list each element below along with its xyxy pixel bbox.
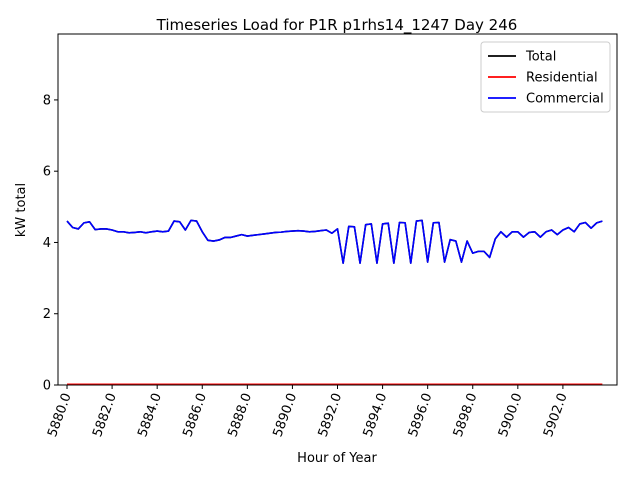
legend-label-residential: Residential — [526, 71, 598, 86]
y-tick-label: 4 — [43, 236, 51, 251]
y-tick-label: 6 — [43, 165, 51, 180]
series-line-commercial — [66, 219, 603, 264]
chart-title: Timeseries Load for P1R p1rhs14_1247 Day… — [156, 16, 518, 35]
x-axis-title: Hour of Year — [297, 451, 377, 466]
y-axis: 0 2 4 6 8 — [43, 93, 58, 394]
plot-area — [57, 33, 618, 386]
y-tick-label: 2 — [43, 307, 51, 322]
y-tick-label: 8 — [43, 93, 51, 108]
legend-label-commercial: Commercial — [526, 92, 604, 107]
series-layer — [66, 219, 603, 386]
legend-label-total: Total — [525, 50, 556, 65]
legend: Total Residential Commercial — [480, 41, 611, 113]
legend-box — [480, 41, 611, 113]
y-axis-title: kW total — [14, 183, 29, 237]
y-tick-label: 0 — [43, 379, 51, 394]
